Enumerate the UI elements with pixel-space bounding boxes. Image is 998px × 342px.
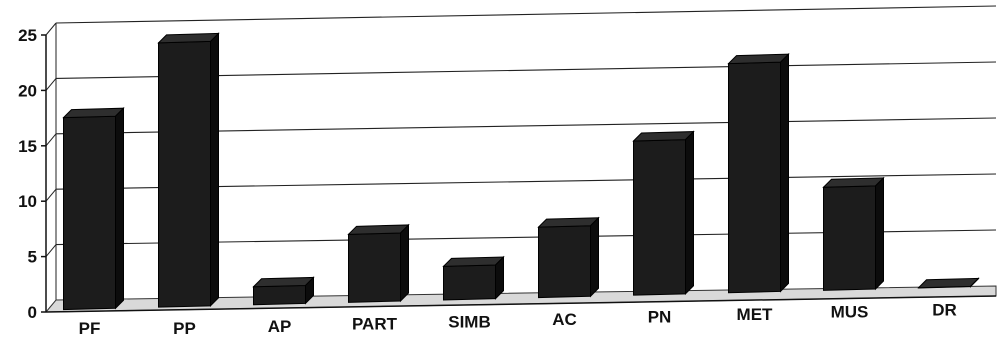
y-tick-label: 10: [18, 192, 37, 211]
bar-front: [728, 61, 781, 294]
bar-top: [727, 53, 790, 65]
bar-front: [253, 284, 306, 306]
bar-pf: [62, 106, 125, 311]
x-axis-line: [45, 295, 997, 313]
x-tick-label: AP: [268, 317, 292, 336]
y-tick-label: 15: [18, 137, 37, 156]
bar-front: [633, 139, 686, 296]
bar-simb: [442, 255, 505, 301]
bar-front: [158, 40, 211, 308]
bar-top: [537, 217, 600, 228]
bar-top: [632, 131, 695, 142]
x-tick-label: SIMB: [448, 312, 491, 331]
bar-front: [823, 185, 876, 291]
y-axis: 0 5 10 15 20 25: [18, 26, 997, 322]
bar-met: [727, 52, 790, 294]
x-tick-label: PART: [352, 315, 398, 334]
bar-top: [347, 224, 410, 235]
bar-side: [780, 52, 789, 293]
bar-side: [305, 276, 314, 305]
bar-pp: [157, 32, 220, 308]
bar-top: [157, 32, 220, 44]
bar-side: [685, 130, 694, 296]
bar-side: [590, 216, 599, 298]
bar-pn: [632, 130, 695, 296]
bar-side: [970, 277, 979, 288]
bar-front: [348, 232, 401, 303]
bar-front: [538, 225, 591, 299]
bar-top: [822, 177, 885, 188]
bar-mus: [822, 176, 885, 291]
x-tick-label: MET: [737, 305, 774, 324]
gridline-depth: [45, 22, 57, 36]
bar-front: [63, 115, 116, 311]
category-labels: PF PP AP PART SIMB AC PN MET MUS DR: [79, 300, 957, 338]
gridline-depth: [45, 188, 57, 202]
x-tick-label: PF: [79, 319, 101, 338]
bar-side: [115, 106, 124, 310]
x-tick-label: MUS: [831, 303, 869, 322]
gridline: [55, 5, 997, 24]
bar-top: [917, 277, 980, 289]
x-tick-label: AC: [552, 310, 577, 329]
bar-side: [210, 32, 219, 308]
gridline-depth: [45, 78, 57, 91]
y-tick-label: 20: [18, 81, 37, 100]
x-tick-label: PN: [648, 308, 672, 327]
x-tick-label: DR: [932, 300, 957, 319]
bar-ap: [252, 276, 315, 306]
bars: [62, 32, 980, 311]
bar-top: [442, 256, 505, 267]
bar-part: [347, 223, 410, 303]
bar-front: [443, 264, 496, 301]
bar-side: [400, 223, 409, 303]
gridline-depth: [45, 133, 57, 147]
y-tick-label: 5: [28, 248, 37, 267]
gridline-depth: [45, 244, 57, 257]
bar-dr: [917, 277, 980, 289]
y-tick-label: 25: [18, 26, 37, 45]
y-tick-label: 0: [28, 303, 37, 322]
bar-top: [62, 107, 125, 119]
bar-top: [252, 276, 315, 288]
bar-ac: [537, 216, 600, 299]
x-tick-label: PP: [173, 319, 196, 338]
bar-side: [495, 255, 504, 300]
bar-side: [875, 176, 884, 291]
